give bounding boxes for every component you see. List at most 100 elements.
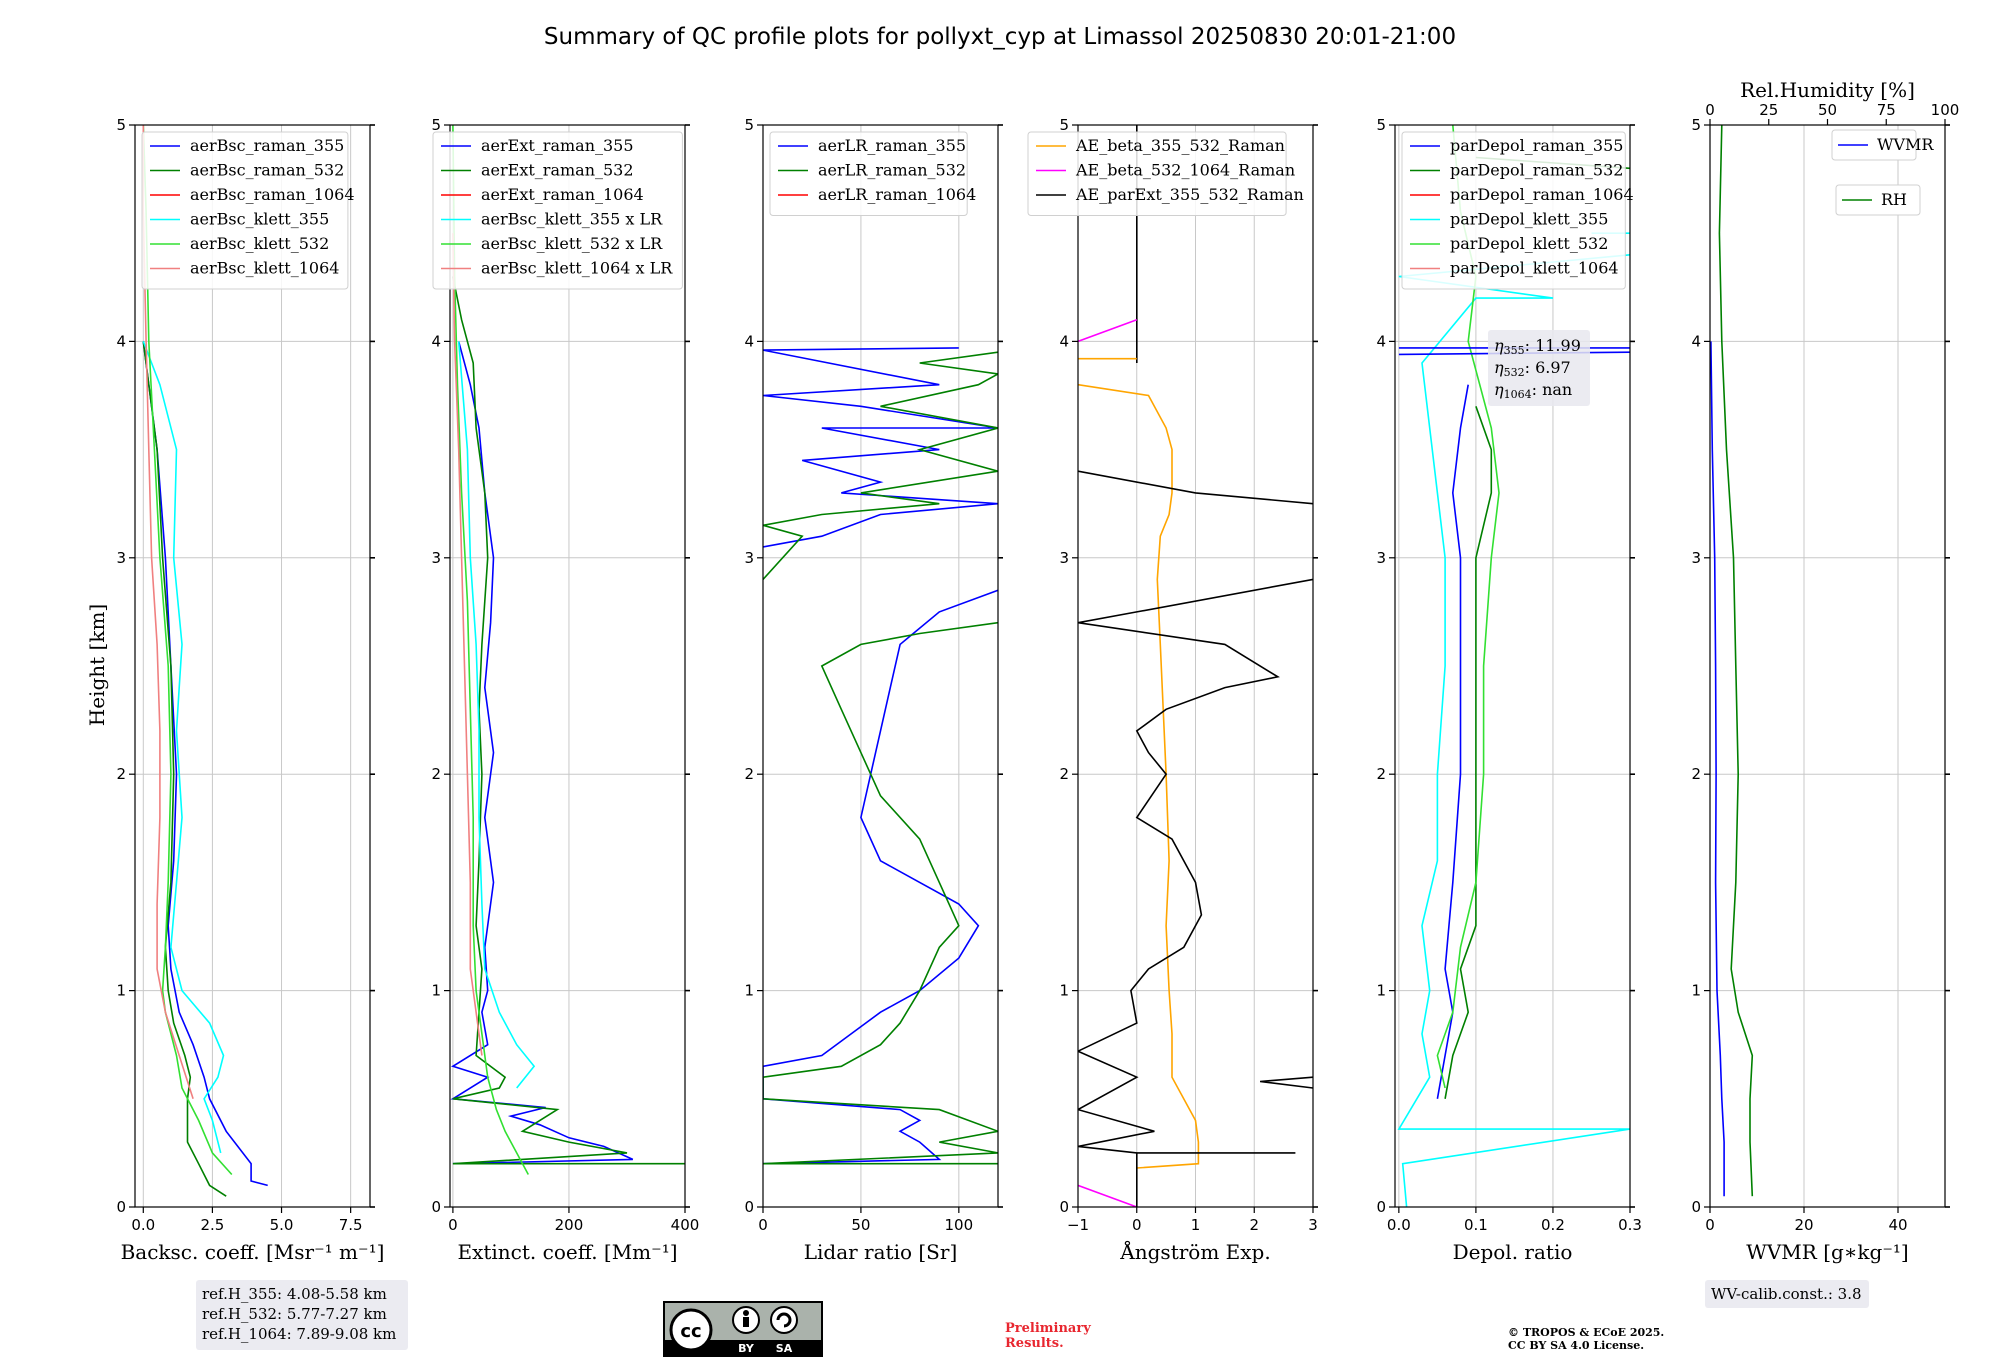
legend-box — [1401, 131, 1626, 290]
y-tick-label: 1 — [1691, 982, 1701, 1000]
y-tick-label: 2 — [431, 765, 441, 783]
panel-depol: 0.0 0.1 0.2 0.3 0 1 2 3 4 5 Depol. ratio parDepol_r… — [1376, 116, 1641, 1264]
y-tick-label: 5 — [431, 116, 441, 134]
top-tick-label: 100 — [1931, 101, 1960, 119]
panels: 0.0 2.5 5.0 7.5 0 1 2 3 4 5 Backsc. coeff. [Msr⁻¹ … — [116, 78, 1959, 1264]
legend-label: RH — [1881, 190, 1907, 209]
sa-icon — [770, 1306, 798, 1334]
series-segment — [1078, 470, 1313, 505]
y-tick-label: 2 — [1691, 765, 1701, 783]
y-tick-label: 1 — [1376, 982, 1386, 1000]
y-tick-label: 2 — [1376, 765, 1386, 783]
series-line-aerBsc_klett_532 x LR — [452, 125, 530, 1175]
legend-label: aerExt_raman_355 — [481, 136, 634, 155]
axes-frame — [1394, 124, 1631, 1208]
series-line-parDepol_klett_355 — [1397, 254, 1630, 1207]
y-tick-label: 1 — [1059, 982, 1069, 1000]
series-line-aerLR_raman_532 — [763, 621, 998, 1165]
x-tick-label: 1 — [1191, 1216, 1201, 1234]
x-tick-label: 0.0 — [1387, 1216, 1411, 1234]
legend-label: parDepol_klett_355 — [1450, 210, 1608, 229]
series-line-aerExt_raman_355 — [450, 341, 634, 1165]
top-tick-label: 25 — [1759, 101, 1778, 119]
eta-annotation: η355: 11.99 η532: 6.97 η1064: nan — [1488, 330, 1590, 406]
series-line-WVMR — [1710, 341, 1725, 1197]
cc-icon — [669, 1308, 713, 1352]
legend-label: parDepol_raman_1064 — [1450, 185, 1634, 204]
series-line-aerBsc_klett_532 — [142, 125, 233, 1176]
legend-label: aerBsc_raman_532 — [190, 161, 344, 180]
legend-label: aerBsc_klett_532 — [190, 234, 329, 253]
legend-label: aerBsc_klett_355 x LR — [481, 210, 663, 229]
svg-text:BY: BY — [738, 1342, 755, 1355]
refh-532: ref.H_532: 5.77-7.27 km — [202, 1305, 387, 1323]
eta-355: η355: 11.99 — [1494, 336, 1581, 357]
y-tick-label: 1 — [431, 982, 441, 1000]
y-tick-label: 3 — [431, 549, 441, 567]
legend-label: aerExt_raman_1064 — [481, 185, 644, 204]
legend-label: AE_beta_355_532_Raman — [1075, 136, 1285, 155]
legend-label: aerLR_raman_1064 — [818, 185, 976, 204]
y-tick-label: 2 — [1059, 765, 1069, 783]
x-tick-label: 0.3 — [1618, 1216, 1642, 1234]
x-tick-label: 200 — [555, 1216, 584, 1234]
legend-label: aerBsc_klett_1064 — [190, 259, 339, 278]
y-tick-label: 4 — [744, 332, 754, 350]
series-line-aerLR_raman_355 — [763, 589, 998, 1165]
series-line-aerBsc_klett_1064 x LR — [452, 233, 483, 1056]
series-segment — [763, 347, 998, 548]
x-tick-label: 0 — [1705, 1216, 1715, 1234]
axes-frame — [134, 124, 371, 1208]
y-tick-label: 5 — [1691, 116, 1701, 134]
top-axis-label: Rel.Humidity [%] — [1740, 78, 1915, 102]
y-tick-label: 5 — [1376, 116, 1386, 134]
y-tick-label: 0 — [744, 1198, 754, 1216]
cc-license-badge: cc BY SA — [663, 1301, 823, 1357]
y-tick-label: 3 — [744, 549, 754, 567]
legend-label: aerBsc_klett_1064 x LR — [481, 259, 673, 278]
series-line-aerBsc_raman_532 — [142, 341, 227, 1197]
x-tick-label: 0 — [1132, 1216, 1142, 1234]
y-tick-label: 0 — [1059, 1198, 1069, 1216]
x-tick-label: 0 — [448, 1216, 458, 1234]
axes-frame — [762, 124, 999, 1208]
y-tick-label: 0 — [431, 1198, 441, 1216]
legend-label: aerBsc_klett_532 x LR — [481, 234, 663, 253]
x-tick-label: 5.0 — [270, 1216, 294, 1234]
preliminary-line-1: Preliminary — [1005, 1321, 1091, 1336]
legend-label: aerLR_raman_355 — [818, 136, 966, 155]
y-tick-label: 2 — [116, 765, 126, 783]
x-tick-label: 0.0 — [131, 1216, 155, 1234]
legend-label: aerLR_raman_532 — [818, 161, 966, 180]
x-tick-label: −1 — [1067, 1216, 1089, 1234]
cc-icon-letters: cc — [680, 1321, 701, 1342]
copyright-line-1: © TROPOS & ECoE 2025. — [1508, 1326, 1664, 1339]
y-tick-label: 5 — [744, 116, 754, 134]
svg-text:WV-calib.const.: 3.8: WV-calib.const.: 3.8 — [1711, 1285, 1862, 1303]
y-tick-label: 4 — [1059, 332, 1069, 350]
y-tick-label: 5 — [116, 116, 126, 134]
x-tick-label: 0 — [758, 1216, 768, 1234]
x-tick-label: 3 — [1308, 1216, 1318, 1234]
panel-backscatter: 0.0 2.5 5.0 7.5 0 1 2 3 4 5 Backsc. coeff. [Msr⁻¹ … — [116, 116, 384, 1264]
y-tick-label: 0 — [116, 1198, 126, 1216]
legend-label: WVMR — [1877, 135, 1934, 154]
eta-532: η532: 6.97 — [1494, 358, 1571, 379]
panel-wvmr: 0 20 40 0 1 2 3 4 5 WVMR [g∗kg⁻¹] 0 25 50 75 100 Rel.Hu… — [1691, 78, 1959, 1264]
refh-355: ref.H_355: 4.08-5.58 km — [202, 1285, 387, 1303]
x-tick-label: 0.2 — [1541, 1216, 1565, 1234]
series-line-RH — [1718, 125, 1754, 1197]
x-tick-label: 7.5 — [339, 1216, 363, 1234]
series-line-aerBsc_klett_355 — [142, 341, 225, 1154]
top-tick-label: 0 — [1705, 101, 1715, 119]
legend-box — [769, 131, 968, 216]
legend-label: aerExt_raman_532 — [481, 161, 634, 180]
y-tick-label: 4 — [116, 332, 126, 350]
series-line-aerExt_raman_532 — [452, 276, 685, 1165]
series-line-aerBsc_klett_355 x LR — [457, 341, 536, 1089]
x-tick-label: 400 — [671, 1216, 700, 1234]
svg-text:SA: SA — [776, 1342, 793, 1355]
axes-frame — [1709, 124, 1946, 1208]
